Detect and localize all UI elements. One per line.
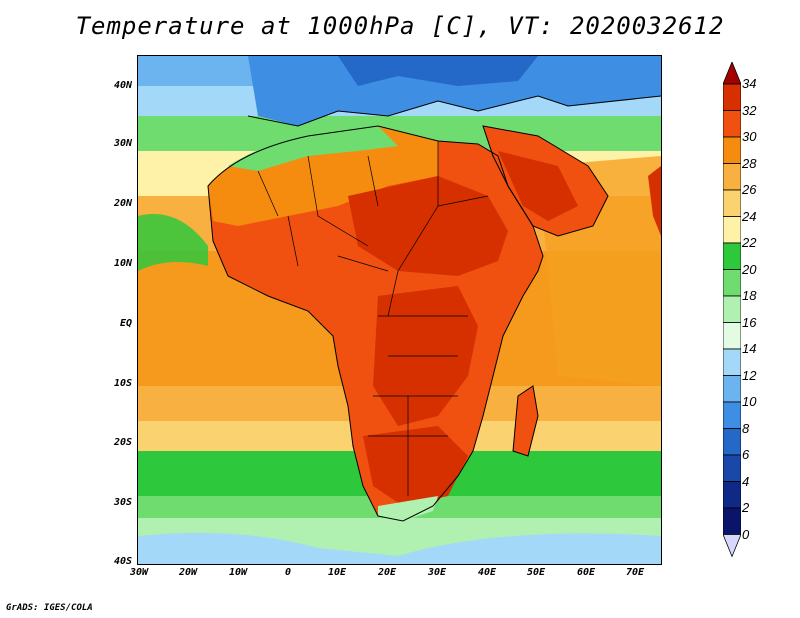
colorbar-over-triangle [723, 62, 741, 85]
lat-label-20s: 20S [113, 437, 132, 448]
colorbar-label: 12 [742, 367, 757, 383]
colorbar-box [723, 322, 741, 350]
colorbar-box [723, 163, 741, 191]
colorbar-label: 34 [742, 76, 757, 91]
arabia-core [498, 151, 578, 221]
band-south-blue [138, 532, 661, 564]
lon-label-70e: 70E [625, 567, 645, 578]
colorbar-box [723, 242, 741, 270]
colorbar [723, 62, 741, 558]
madagascar-coastline [512, 385, 539, 457]
colorbar-label: 26 [742, 182, 757, 197]
madagascar-land [513, 386, 538, 456]
lat-label-20n: 20N [113, 198, 132, 209]
colorbar-box [723, 348, 741, 376]
lon-label-10e: 10E [327, 567, 347, 578]
colorbar-box [723, 428, 741, 456]
south-tip-cool [378, 496, 438, 521]
colorbar-box [723, 216, 741, 244]
colorbar-box [723, 295, 741, 323]
map-title: Temperature at 1000hPa [C], VT: 20200326… [75, 12, 725, 40]
colorbar-label: 0 [742, 526, 750, 542]
europe-coastline [247, 95, 661, 127]
lat-label-40n: 40N [113, 80, 132, 91]
lat-label-30n: 30N [113, 138, 132, 149]
colorbar-label: 20 [742, 261, 757, 277]
temperature-map [137, 55, 662, 565]
north-africa-coast-green [228, 126, 398, 171]
band-atlantic-green-patch [138, 214, 208, 271]
colorbar-box [723, 110, 741, 138]
lat-label-30s: 30S [113, 497, 132, 508]
colorbar-label: 10 [742, 394, 757, 409]
europe-land-inner [338, 56, 538, 86]
colorbar-label: 8 [742, 420, 750, 436]
arabia-coastline [482, 125, 609, 237]
colorbar-box [723, 269, 741, 297]
lon-label-40e: 40E [477, 567, 497, 578]
colorbar-box [723, 83, 741, 111]
colorbar-label: 28 [742, 155, 757, 171]
colorbar-under-triangle [723, 534, 741, 558]
india-edge [648, 166, 661, 236]
lon-label-60e: 60E [576, 567, 596, 578]
colorbar-label: 24 [742, 208, 757, 224]
colorbar-box [723, 401, 741, 429]
colorbar-box [723, 189, 741, 217]
colorbar-label: 4 [742, 473, 750, 489]
africa-coastline [207, 125, 544, 522]
lat-label-10s: 10S [113, 378, 132, 389]
colorbar-box [723, 136, 741, 164]
lon-label-20w: 20W [178, 567, 198, 578]
colorbar-label: 14 [742, 341, 757, 356]
lon-label-0: 0 [284, 567, 292, 578]
lat-label-10n: 10N [113, 258, 132, 269]
lat-label-40s: 40S [113, 556, 132, 567]
colorbar-label: 6 [742, 447, 750, 462]
colorbar-box [723, 507, 741, 535]
country-borders [257, 141, 489, 496]
lat-label-eq: EQ [119, 318, 132, 329]
colorbar-label: 32 [742, 102, 757, 118]
colorbar-label: 22 [742, 235, 757, 250]
lon-label-50e: 50E [526, 567, 546, 578]
southern-africa-hot [363, 426, 468, 506]
colorbar-box [723, 481, 741, 509]
lon-label-10w: 10W [228, 567, 248, 578]
colorbar-label: 2 [742, 500, 750, 515]
lon-label-30e: 30E [427, 567, 447, 578]
colorbar-label: 18 [742, 288, 757, 303]
lon-label-30w: 30W [129, 567, 149, 578]
colorbar-box [723, 375, 741, 403]
colorbar-label: 30 [742, 129, 757, 144]
colorbar-box [723, 454, 741, 482]
colorbar-label: 16 [742, 314, 757, 330]
grads-credit: GrADS: IGES/COLA [6, 603, 93, 613]
lon-label-20e: 20E [377, 567, 397, 578]
sahel-core [348, 176, 508, 276]
